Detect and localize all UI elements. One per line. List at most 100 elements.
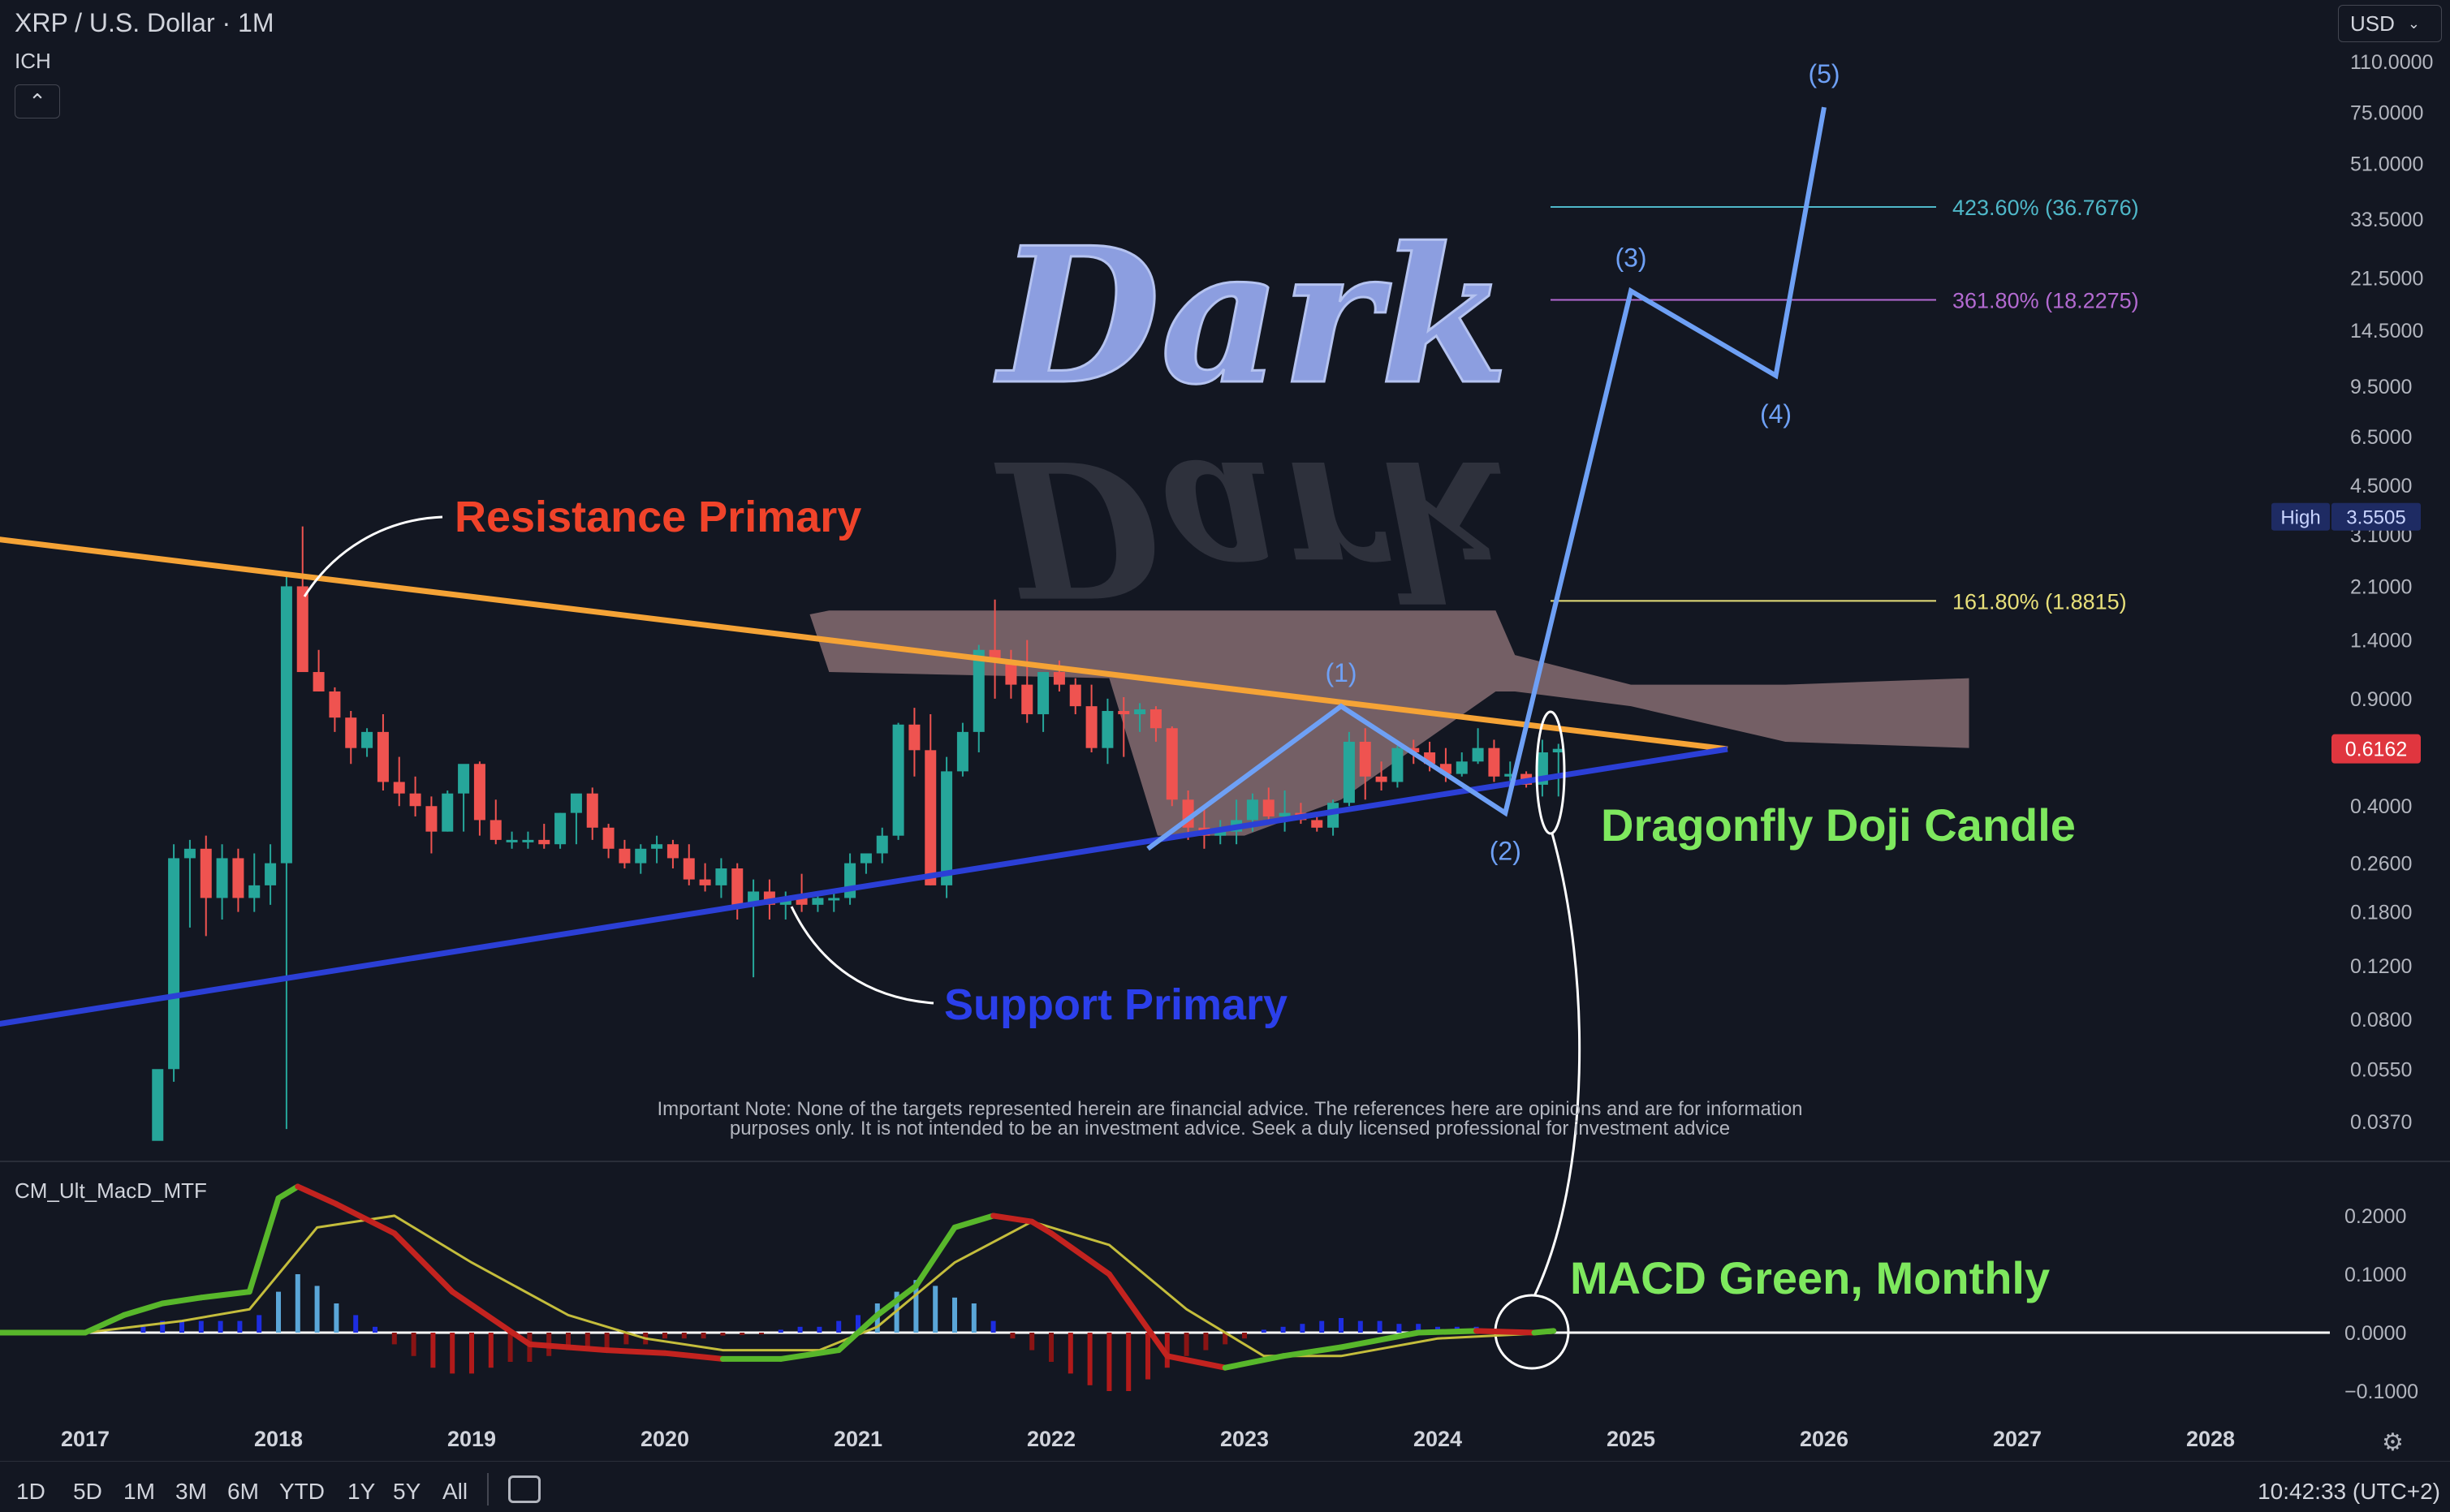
timeframe-button-all[interactable]: All — [442, 1479, 468, 1504]
last-price-badge — [2331, 734, 2421, 764]
macd-histogram-bar — [584, 1333, 590, 1350]
macd-histogram-bar — [1261, 1329, 1266, 1333]
chevron-up-icon: ⌃ — [28, 88, 46, 114]
macd-histogram-bar — [952, 1297, 957, 1333]
annotation-arrow-support — [790, 906, 934, 1005]
macd-line-segment — [121, 1300, 166, 1318]
macd-histogram-bar — [1223, 1333, 1228, 1345]
macd-histogram-bar — [701, 1333, 706, 1339]
watermark-text: Dark — [994, 207, 1509, 426]
resistance-trendline — [0, 536, 1728, 752]
candle-body — [1166, 728, 1178, 800]
settings-gear-icon[interactable]: ⚙ — [2382, 1429, 2404, 1456]
macd-line-segment — [1415, 1328, 1480, 1336]
timeframe-button-ytd[interactable]: YTD — [279, 1479, 325, 1504]
candle-body — [361, 731, 373, 748]
macd-line-segment — [1106, 1271, 1171, 1359]
macd-histogram-bar — [1087, 1333, 1093, 1385]
calendar-icon[interactable] — [508, 1475, 541, 1503]
timeframe-button-1m[interactable]: 1M — [123, 1479, 155, 1504]
candle-body — [1102, 711, 1114, 748]
macd-histogram-bar — [1416, 1324, 1421, 1333]
macd-histogram-bar — [1357, 1320, 1363, 1333]
macd-histogram-bar — [604, 1333, 610, 1350]
candle-body — [248, 885, 261, 898]
clock-readout[interactable]: 10:42:33 (UTC+2) — [2258, 1479, 2440, 1504]
macd-line-segment — [246, 1195, 282, 1295]
high-badge — [2271, 502, 2330, 531]
macd-histogram-bar — [237, 1320, 243, 1333]
time-axis-tick: 2026 — [1800, 1427, 1848, 1451]
wave-label: (4) — [1760, 399, 1792, 429]
indicator-label[interactable]: ICH — [15, 49, 51, 73]
price-axis-tick: 0.4000 — [2350, 795, 2412, 818]
candle-body — [586, 793, 598, 828]
candle-body — [1504, 773, 1516, 777]
candle-body — [635, 848, 647, 864]
timeframe-button-5y[interactable]: 5Y — [393, 1479, 421, 1504]
macd-histogram-bar — [1126, 1333, 1132, 1391]
currency-selector[interactable]: USD ⌄ — [2338, 5, 2442, 42]
macd-line-segment — [82, 1312, 127, 1336]
macd-line-segment — [1531, 1328, 1557, 1336]
macd-histogram-bar — [1145, 1333, 1150, 1380]
macd-histogram-bar — [276, 1291, 281, 1333]
candle-body — [1134, 709, 1146, 715]
ichimoku-cloud — [809, 610, 1969, 836]
macd-histogram-bar — [314, 1286, 320, 1333]
macd-axis-tick: 0.1000 — [2344, 1264, 2406, 1286]
macd-line-segment — [391, 1230, 455, 1295]
candle-body — [699, 879, 711, 885]
candle-body — [377, 731, 389, 782]
high-label: High — [2280, 507, 2320, 529]
macd-histogram-bar — [1396, 1324, 1402, 1333]
annotation-arrow-resistance — [303, 515, 443, 597]
price-axis-tick: 0.0800 — [2350, 1009, 2412, 1032]
macd-axis-tick: 0.0000 — [2344, 1322, 2406, 1345]
candle-body — [956, 731, 968, 772]
macd-line-segment — [1029, 1218, 1055, 1237]
macd-histogram-bar — [160, 1320, 166, 1333]
candle-body — [538, 839, 550, 845]
time-axis-tick: 2027 — [1993, 1427, 2042, 1451]
candle-body — [1279, 812, 1291, 816]
macd-histogram-bar — [1339, 1318, 1344, 1333]
candle-body — [973, 649, 985, 732]
annotation-dragonfly-doji: Dragonfly Doji Candle — [1601, 799, 2076, 851]
candle-body — [345, 717, 357, 748]
price-axis-tick: 4.5000 — [2350, 475, 2412, 498]
macd-histogram-bar — [1377, 1320, 1382, 1333]
high-value-label: 3.5505 — [2346, 507, 2405, 529]
macd-histogram-bar — [1029, 1333, 1035, 1350]
macd-panel-title[interactable]: CM_Ult_MacD_MTF — [15, 1178, 207, 1203]
annotation-macd-green: MACD Green, Monthly — [1570, 1252, 2050, 1303]
time-axis-tick: 2019 — [447, 1427, 496, 1451]
timeframe-button-6m[interactable]: 6M — [227, 1479, 259, 1504]
collapse-button[interactable]: ⌃ — [15, 84, 60, 118]
macd-histogram-bar — [662, 1333, 667, 1339]
macd-line-segment — [1338, 1329, 1421, 1350]
symbol-title[interactable]: XRP / U.S. Dollar · 1M — [15, 8, 274, 37]
price-axis-tick: 33.5000 — [2350, 209, 2423, 231]
macd-histogram-bar — [1049, 1333, 1054, 1362]
timeframe-button-1d[interactable]: 1D — [16, 1479, 45, 1504]
candle-body — [313, 672, 325, 691]
candle-body — [506, 839, 518, 842]
timeframe-button-1y[interactable]: 1Y — [347, 1479, 376, 1504]
toolbar-divider — [487, 1473, 489, 1506]
annotation-connector — [1533, 833, 1581, 1297]
timeframe-button-3m[interactable]: 3M — [175, 1479, 207, 1504]
timeframe-button-5d[interactable]: 5D — [73, 1479, 102, 1504]
candle-body — [925, 750, 937, 885]
time-axis-tick: 2024 — [1413, 1427, 1462, 1451]
macd-histogram-bar — [797, 1326, 803, 1333]
macd-line-segment — [778, 1347, 842, 1362]
macd-line-segment — [275, 1183, 301, 1201]
candle-body — [1214, 831, 1227, 836]
macd-line-segment — [295, 1183, 339, 1208]
macd-histogram-bar — [373, 1326, 377, 1333]
macd-histogram-bar — [469, 1333, 474, 1374]
bottom-toolbar — [0, 1461, 2450, 1512]
time-axis-tick: 2028 — [2186, 1427, 2235, 1451]
